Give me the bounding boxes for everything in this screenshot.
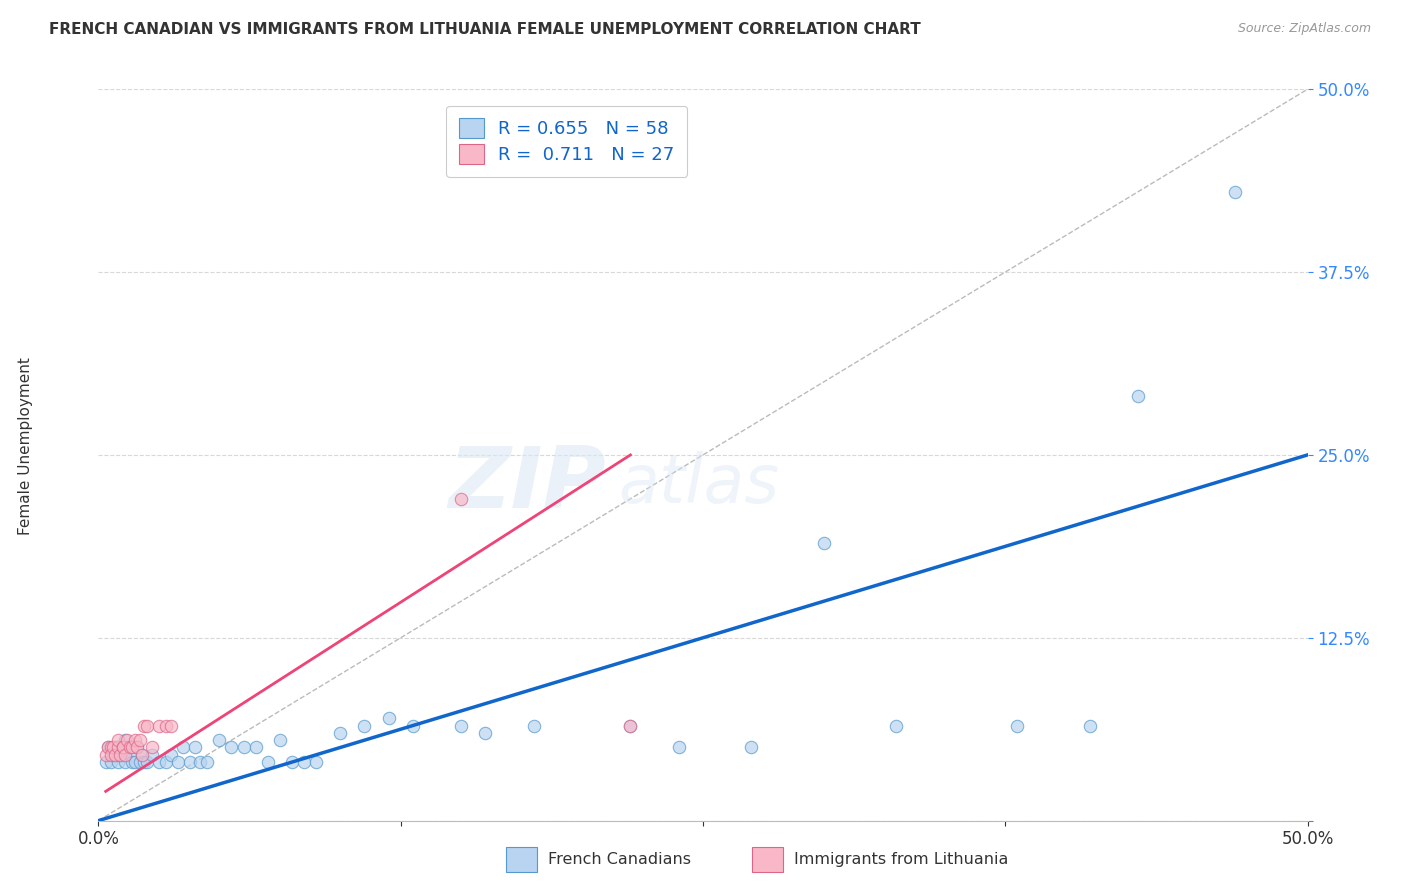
- Point: [148, 718, 170, 732]
- Point: [281, 755, 304, 769]
- Point: [107, 755, 129, 769]
- Point: [108, 747, 131, 762]
- Point: [256, 755, 278, 769]
- Point: [450, 718, 472, 732]
- Point: [1223, 185, 1246, 199]
- Point: [1128, 389, 1150, 403]
- Point: [160, 747, 183, 762]
- Point: [305, 755, 328, 769]
- Point: [117, 733, 139, 747]
- Text: Immigrants from Lithuania: Immigrants from Lithuania: [794, 853, 1008, 867]
- Point: [184, 740, 207, 755]
- Point: [1078, 718, 1101, 732]
- Point: [208, 733, 231, 747]
- Text: Female Unemployment: Female Unemployment: [18, 357, 32, 535]
- Point: [107, 740, 129, 755]
- Point: [94, 747, 117, 762]
- Point: [104, 747, 127, 762]
- Point: [97, 740, 120, 755]
- Point: [221, 740, 243, 755]
- Point: [813, 535, 835, 549]
- Text: ZIP: ZIP: [449, 442, 606, 525]
- Point: [155, 718, 177, 732]
- Point: [195, 755, 218, 769]
- Point: [188, 755, 211, 769]
- Point: [104, 747, 127, 762]
- Point: [179, 755, 201, 769]
- Point: [377, 711, 399, 725]
- Point: [1007, 718, 1029, 732]
- Point: [134, 755, 156, 769]
- Point: [107, 740, 129, 755]
- Point: [101, 740, 124, 755]
- Point: [329, 726, 352, 740]
- Text: French Canadians: French Canadians: [548, 853, 692, 867]
- Point: [111, 747, 134, 762]
- Point: [474, 726, 496, 740]
- Point: [100, 755, 122, 769]
- Point: [121, 755, 143, 769]
- Text: FRENCH CANADIAN VS IMMIGRANTS FROM LITHUANIA FEMALE UNEMPLOYMENT CORRELATION CHA: FRENCH CANADIAN VS IMMIGRANTS FROM LITHU…: [49, 22, 921, 37]
- Point: [131, 747, 153, 762]
- Point: [292, 755, 315, 769]
- Point: [619, 718, 641, 732]
- Point: [450, 491, 472, 506]
- Point: [127, 740, 149, 755]
- Point: [100, 740, 122, 755]
- Point: [101, 747, 124, 762]
- Point: [118, 747, 141, 762]
- Point: [108, 747, 131, 762]
- Point: [148, 755, 170, 769]
- Point: [111, 740, 134, 755]
- Point: [155, 755, 177, 769]
- Point: [135, 718, 157, 732]
- Point: [167, 755, 190, 769]
- Point: [668, 740, 690, 755]
- Legend: R = 0.655   N = 58, R =  0.711   N = 27: R = 0.655 N = 58, R = 0.711 N = 27: [446, 105, 688, 177]
- Point: [94, 755, 117, 769]
- Point: [232, 740, 254, 755]
- Point: [402, 718, 425, 732]
- Point: [127, 740, 149, 755]
- Point: [269, 733, 291, 747]
- Point: [114, 755, 136, 769]
- Point: [104, 740, 127, 755]
- Point: [619, 718, 641, 732]
- Point: [111, 740, 134, 755]
- Point: [97, 740, 120, 755]
- Point: [117, 740, 139, 755]
- Point: [118, 740, 141, 755]
- Point: [141, 747, 163, 762]
- Point: [134, 718, 156, 732]
- Point: [108, 740, 131, 755]
- Point: [353, 718, 375, 732]
- Point: [111, 740, 134, 755]
- Point: [886, 718, 908, 732]
- Point: [114, 747, 136, 762]
- Point: [114, 733, 136, 747]
- Point: [124, 755, 146, 769]
- Point: [131, 747, 153, 762]
- Point: [160, 718, 183, 732]
- Point: [124, 733, 146, 747]
- Point: [100, 747, 122, 762]
- Text: atlas: atlas: [619, 451, 779, 517]
- Point: [128, 733, 150, 747]
- Point: [740, 740, 762, 755]
- Point: [523, 718, 546, 732]
- Point: [141, 740, 163, 755]
- Point: [121, 740, 143, 755]
- Point: [135, 755, 157, 769]
- Point: [172, 740, 194, 755]
- Point: [128, 755, 150, 769]
- Text: Source: ZipAtlas.com: Source: ZipAtlas.com: [1237, 22, 1371, 36]
- Point: [245, 740, 267, 755]
- Point: [107, 733, 129, 747]
